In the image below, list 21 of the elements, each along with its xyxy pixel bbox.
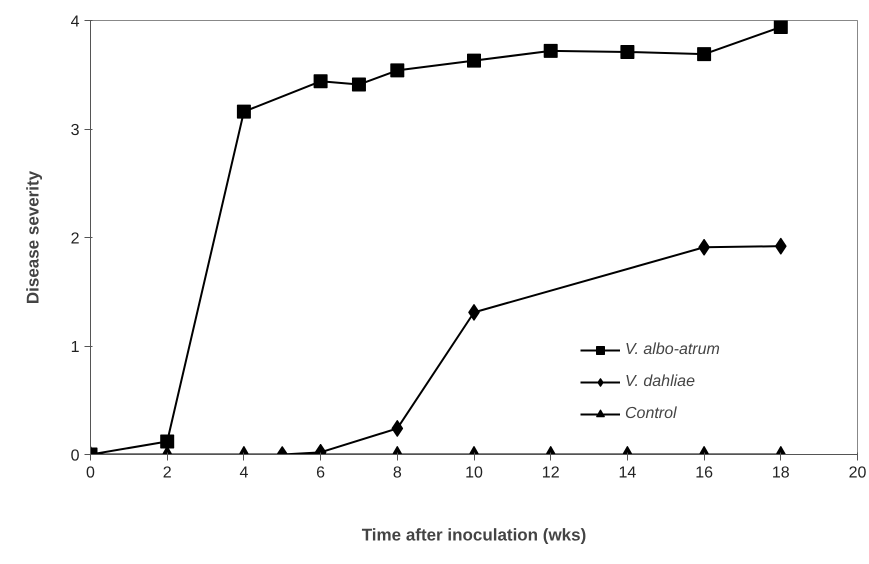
x-tick-label: 20 (848, 464, 866, 482)
x-tick-label: 2 (162, 464, 172, 482)
x-tick-label: 12 (542, 464, 560, 482)
y-tick-label: 4 (70, 14, 80, 30)
y-tick-label: 2 (70, 230, 80, 248)
x-tick-label: 14 (618, 464, 636, 482)
x-tick-label: 6 (316, 464, 326, 482)
x-tick-label: 4 (239, 464, 248, 482)
legend-label: Control (625, 405, 677, 423)
y-tick-label: 1 (70, 339, 80, 356)
x-tick-label: 10 (465, 464, 483, 482)
x-tick-label: 16 (695, 464, 714, 482)
y-axis-title: Disease severity (24, 170, 43, 304)
y-tick-label: 3 (70, 122, 80, 139)
y-tick-label: 0 (70, 448, 80, 464)
legend-label: V. albo-atrum (625, 341, 720, 359)
x-tick-label: 18 (772, 464, 790, 482)
x-tick-label: 0 (86, 464, 96, 482)
x-axis-title: Time after inoculation (wks) (362, 526, 586, 544)
x-tick-label: 8 (392, 464, 402, 482)
legend-label: V. dahliae (625, 373, 695, 391)
